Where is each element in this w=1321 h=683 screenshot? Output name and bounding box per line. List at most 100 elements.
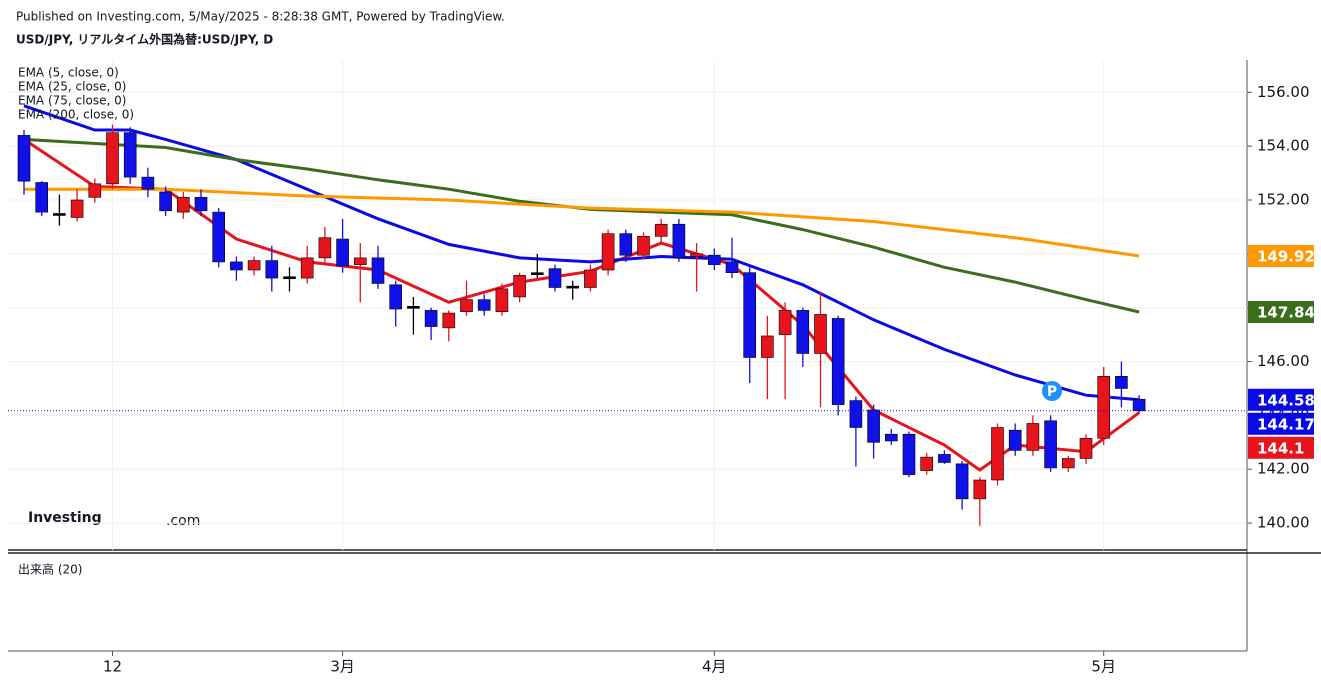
marker-circle (1042, 381, 1062, 401)
candle-body (814, 314, 827, 354)
ema-line (23, 137, 1140, 314)
candle-body (1115, 376, 1128, 389)
legend-entry: EMA (5, close, 0) (18, 66, 119, 80)
logo-suffix: .com (166, 513, 200, 529)
x-tick-label: 3月 (330, 658, 355, 676)
candle-body (1044, 420, 1057, 469)
candle-body (212, 211, 225, 263)
candle-body (796, 310, 810, 354)
y-tick-label: 154.00 (1257, 137, 1310, 155)
price-badge-label: 149.92 (1257, 248, 1315, 266)
legend-entry: EMA (75, close, 0) (18, 94, 126, 108)
candle-body (530, 272, 544, 275)
candle-body (955, 463, 969, 500)
candle-body (495, 288, 509, 313)
candle-body (849, 400, 863, 428)
candle-body (831, 318, 845, 405)
candle-body (123, 132, 137, 178)
x-tick-label: 5月 (1091, 658, 1116, 676)
candle-body (743, 272, 757, 358)
price-badge (1248, 412, 1314, 435)
candle-body (548, 268, 562, 288)
candle-body (867, 409, 880, 443)
candle-body (35, 182, 49, 213)
candle-body (300, 257, 314, 279)
candle-body (141, 176, 155, 190)
price-badge (1248, 436, 1314, 459)
candle-body (584, 269, 597, 288)
ema-line (23, 104, 1140, 402)
candle-body (619, 233, 633, 256)
event-marker: P (1042, 381, 1062, 401)
candle-body (17, 135, 31, 182)
marker-label: P (1047, 384, 1057, 400)
candle-body (371, 257, 385, 284)
legend-entry: EMA (200, close, 0) (18, 108, 134, 122)
candle-body (513, 275, 526, 298)
candle-body (477, 299, 491, 311)
candle-body (601, 233, 615, 271)
candle-body (991, 427, 1004, 481)
candle-body (265, 260, 279, 279)
candle-body (1097, 376, 1110, 439)
y-tick-label: 146.00 (1257, 352, 1310, 370)
candle-body (973, 479, 987, 500)
candle-body (318, 237, 332, 259)
candle-body (53, 213, 66, 216)
price-badge-label: 144.17 (1257, 415, 1315, 433)
candle-body (920, 456, 934, 471)
price-badge (1248, 388, 1314, 411)
published-note: Published on Investing.com, 5/May/2025 -… (16, 10, 505, 24)
y-tick-label: 156.00 (1257, 83, 1310, 101)
candle-body (247, 260, 261, 271)
candle-body (690, 253, 703, 257)
candle-body (725, 261, 739, 273)
candle-body (672, 223, 686, 259)
candle-body (177, 197, 190, 213)
candle-body (283, 276, 296, 280)
candle-body (1008, 429, 1022, 451)
candle-body (70, 199, 84, 218)
candle-body (88, 183, 102, 198)
candle-body (637, 236, 650, 256)
candle-body (159, 191, 172, 212)
x-tick-label: 12 (103, 658, 122, 676)
price-badge (1248, 245, 1314, 267)
candle-body (884, 433, 898, 442)
candle-body (1079, 437, 1093, 459)
price-badge-label: 144.1 (1257, 439, 1304, 457)
candle-body (566, 285, 580, 289)
candle-body (407, 306, 420, 309)
price-badge-label: 144.58 (1257, 391, 1315, 409)
candle-body (460, 299, 473, 313)
candle-body (707, 254, 721, 265)
candle-body (778, 310, 792, 335)
candle-body (389, 284, 403, 310)
candle-body (1026, 423, 1040, 451)
candle-body (106, 132, 119, 185)
candle-body (902, 433, 916, 475)
legend-entry: EMA (25, close, 0) (18, 80, 126, 94)
logo: Investing .com (28, 510, 200, 529)
candle-body (230, 261, 243, 271)
candle-body (336, 238, 349, 267)
candle-body (761, 335, 774, 358)
candle-body (654, 223, 668, 237)
candle-body (353, 257, 367, 265)
volume-label: 出来高 (20) (18, 562, 82, 577)
candle-body (938, 454, 951, 463)
logo-text: Investing (28, 510, 102, 526)
candle-body (442, 312, 456, 329)
y-tick-label: 140.00 (1257, 514, 1310, 532)
x-tick-label: 4月 (702, 658, 727, 676)
candle-body (194, 197, 208, 212)
y-tick-label: 142.00 (1257, 460, 1310, 478)
plot-area: 140.00142.00144.00146.00148.00150.00152.… (8, 60, 1315, 676)
candle-body (1062, 458, 1075, 469)
chart-title: USD/JPY, リアルタイム外国為替:USD/JPY, D (16, 32, 273, 47)
ema-line (24, 187, 1140, 258)
y-tick-label: 152.00 (1257, 191, 1310, 209)
candle-body (424, 310, 438, 327)
price-badge-label: 147.84 (1257, 304, 1315, 322)
